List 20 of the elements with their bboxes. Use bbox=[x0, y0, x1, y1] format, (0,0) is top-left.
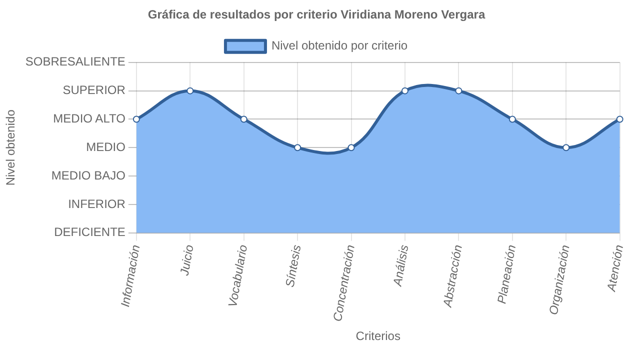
category-label: SUPERIOR bbox=[62, 83, 126, 98]
x-axis-title: Criterios bbox=[356, 329, 400, 344]
chart-title: Gráfica de resultados por criterio Viridiana Moreno Vergara bbox=[148, 8, 486, 22]
x-tick-label: Atención bbox=[604, 244, 626, 294]
x-tick-label: Información bbox=[118, 244, 143, 308]
x-tick-label: Juicio bbox=[177, 244, 196, 278]
x-tick-label: Vocabulario bbox=[225, 244, 250, 308]
text: Nivel obtenido bbox=[3, 109, 18, 186]
x-tick-label: Abstracción bbox=[440, 244, 465, 309]
x-tick-label: Planeación bbox=[494, 244, 519, 305]
x-tick-label: Síntesis bbox=[282, 244, 304, 288]
legend-label: Nivel obtenido por criterio bbox=[271, 38, 408, 53]
x-tick-label: Organización bbox=[546, 244, 572, 316]
category-label: MEDIO BAJO bbox=[51, 168, 126, 182]
category-label: MEDIO ALTO bbox=[53, 112, 126, 126]
x-tick-label: Análisis bbox=[390, 244, 412, 288]
category-label: INFERIOR bbox=[68, 196, 126, 211]
category-label: DEFICIENTE bbox=[54, 225, 126, 240]
category-label: SOBRESALIENTE bbox=[25, 54, 126, 69]
category-label: MEDIO bbox=[86, 140, 126, 154]
